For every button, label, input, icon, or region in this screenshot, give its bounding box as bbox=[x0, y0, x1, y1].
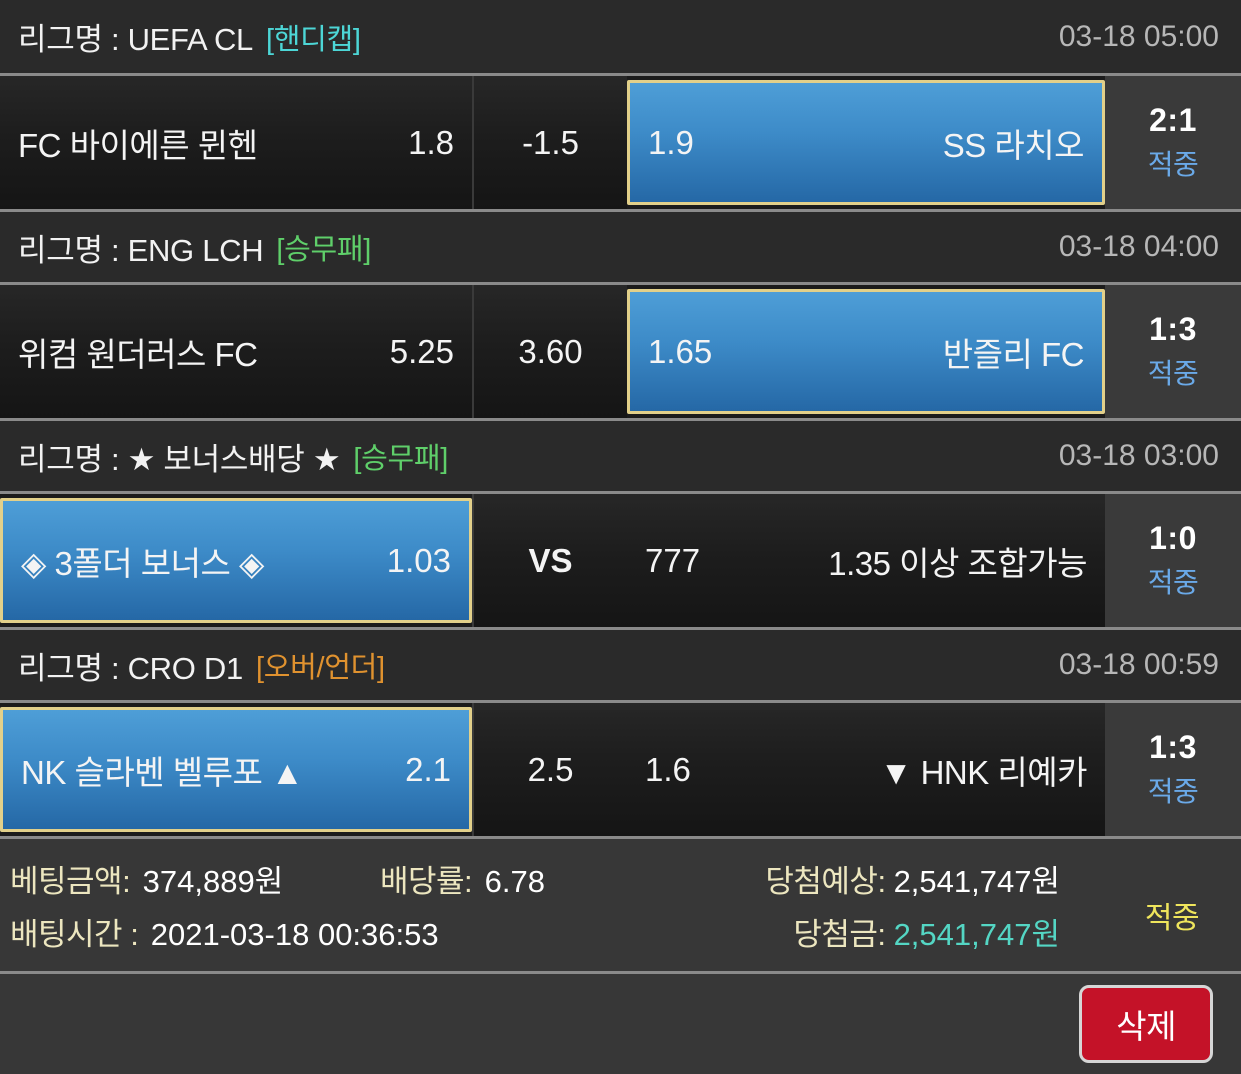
away-team-name: 1.35 이상 조합가능 bbox=[828, 544, 1087, 582]
middle-selection[interactable]: VS bbox=[472, 494, 627, 627]
overall-status: 적중 bbox=[1144, 902, 1200, 935]
home-odds: 2.1 bbox=[405, 750, 451, 788]
bet-summary: 베팅금액: 374,889원 배당률: 6.78 당첨예상: 2,541,747… bbox=[0, 836, 1241, 971]
overall-status-wrap: 적중 bbox=[1103, 839, 1241, 971]
result-status: 적중 bbox=[1147, 567, 1199, 598]
home-selection[interactable]: 위컴 원더러스 FC 5.25 bbox=[0, 285, 472, 418]
league-header: 리그명 : ENG LCH [승무패] 03-18 04:00 bbox=[0, 209, 1241, 285]
league-name: 리그명 : ★ 보너스배당 ★ bbox=[18, 441, 341, 477]
away-odds: 1.65 bbox=[648, 332, 713, 370]
league-header: 리그명 : ★ 보너스배당 ★ [승무패] 03-18 03:00 bbox=[0, 418, 1241, 494]
result-status: 적중 bbox=[1147, 776, 1199, 807]
bet-type-tag: [승무패] bbox=[353, 443, 448, 475]
bet-type-tag: [승무패] bbox=[276, 234, 371, 266]
expected-payout-label: 당첨예상: bbox=[765, 864, 886, 899]
match-row: NK 슬라벤 벨루포 ▲ 2.1 2.5 1.6 ▼ HNK 리예카 1:3 적… bbox=[0, 703, 1241, 836]
total-odds-label: 배당률: bbox=[380, 864, 473, 899]
total-odds-value: 6.78 bbox=[484, 864, 545, 899]
home-selection[interactable]: NK 슬라벤 벨루포 ▲ 2.1 bbox=[0, 707, 472, 832]
bonus-label: ◈ 3폴더 보너스 ◈ bbox=[21, 544, 264, 582]
stake-group: 베팅금액: 374,889원 bbox=[10, 856, 380, 901]
match-result: 1:0 적중 bbox=[1105, 494, 1241, 627]
match-row: ◈ 3폴더 보너스 ◈ 1.03 VS 777 1.35 이상 조합가능 1:0… bbox=[0, 494, 1241, 627]
payout-group: 당첨금: 2,541,747원 bbox=[630, 909, 1060, 954]
middle-selection[interactable]: 2.5 bbox=[472, 703, 627, 836]
stake-value: 374,889원 bbox=[142, 864, 284, 899]
match-result: 1:3 적중 bbox=[1105, 703, 1241, 836]
draw-odds: 3.60 bbox=[518, 332, 583, 370]
bet-time-value: 2021-03-18 00:36:53 bbox=[150, 917, 439, 952]
home-odds: 1.03 bbox=[386, 541, 451, 579]
bet-time-group: 배팅시간 : 2021-03-18 00:36:53 bbox=[10, 909, 439, 954]
result-status: 적중 bbox=[1147, 358, 1199, 389]
away-odds: 1.6 bbox=[645, 750, 691, 788]
kickoff-time: 03-18 05:00 bbox=[1058, 19, 1219, 53]
delete-button[interactable]: 삭제 bbox=[1079, 985, 1213, 1063]
expected-payout-group: 당첨예상: 2,541,747원 bbox=[630, 856, 1060, 901]
under-selection-label: ▼ HNK 리예카 bbox=[879, 753, 1088, 791]
middle-selection[interactable]: 3.60 bbox=[472, 285, 627, 418]
away-selection[interactable]: 1.6 ▼ HNK 리예카 bbox=[627, 703, 1105, 836]
league-name: 리그명 : UEFA CL bbox=[18, 22, 253, 57]
summary-lines: 베팅금액: 374,889원 배당률: 6.78 당첨예상: 2,541,747… bbox=[0, 839, 1103, 971]
vs-label: VS bbox=[528, 541, 573, 579]
result-status: 적중 bbox=[1147, 149, 1199, 180]
home-team-name: 위컴 원더러스 FC bbox=[18, 335, 258, 373]
match-row: 위컴 원더러스 FC 5.25 3.60 1.65 반즐리 FC 1:3 적중 bbox=[0, 285, 1241, 418]
league-name: 리그명 : ENG LCH bbox=[18, 232, 264, 268]
expected-payout-value: 2,541,747원 bbox=[893, 864, 1060, 899]
final-score: 1:3 bbox=[1149, 311, 1197, 347]
summary-row-top: 베팅금액: 374,889원 배당률: 6.78 당첨예상: 2,541,747… bbox=[10, 856, 1103, 901]
bet-type-tag: [오버/언더] bbox=[255, 652, 385, 684]
home-team-name: FC 바이에른 뮌헨 bbox=[18, 126, 258, 164]
kickoff-time: 03-18 04:00 bbox=[1058, 230, 1219, 263]
slip-footer: 삭제 bbox=[0, 971, 1241, 1074]
home-selection[interactable]: ◈ 3폴더 보너스 ◈ 1.03 bbox=[0, 498, 472, 623]
handicap-value: -1.5 bbox=[522, 123, 579, 161]
match-result: 2:1 적중 bbox=[1105, 76, 1241, 209]
home-odds: 5.25 bbox=[389, 332, 454, 370]
line-value: 2.5 bbox=[527, 750, 574, 788]
stake-label: 베팅금액: bbox=[10, 864, 131, 899]
total-odds-group: 배당률: 6.78 bbox=[380, 856, 630, 901]
final-score: 2:1 bbox=[1149, 102, 1197, 138]
match-result: 1:3 적중 bbox=[1105, 285, 1241, 418]
away-odds: 777 bbox=[645, 541, 701, 579]
away-selection[interactable]: 777 1.35 이상 조합가능 bbox=[627, 494, 1105, 627]
away-odds: 1.9 bbox=[648, 123, 694, 161]
over-selection-label: NK 슬라벤 벨루포 ▲ bbox=[21, 753, 304, 791]
home-odds: 1.8 bbox=[408, 123, 454, 161]
home-selection[interactable]: FC 바이에른 뮌헨 1.8 bbox=[0, 76, 472, 209]
bet-type-tag: [핸디캡] bbox=[266, 23, 361, 56]
away-selection[interactable]: 1.9 SS 라치오 bbox=[627, 80, 1105, 205]
summary-row-bottom: 배팅시간 : 2021-03-18 00:36:53 당첨금: 2,541,74… bbox=[10, 909, 1103, 954]
away-selection[interactable]: 1.65 반즐리 FC bbox=[627, 289, 1105, 414]
away-team-name: 반즐리 FC bbox=[942, 335, 1085, 373]
bet-time-label: 배팅시간 : bbox=[10, 917, 139, 952]
payout-label: 당첨금: bbox=[793, 917, 886, 952]
away-team-name: SS 라치오 bbox=[942, 126, 1085, 164]
final-score: 1:0 bbox=[1149, 520, 1197, 556]
payout-value: 2,541,747원 bbox=[893, 917, 1060, 952]
match-row: FC 바이에른 뮌헨 1.8 -1.5 1.9 SS 라치오 2:1 적중 bbox=[0, 76, 1241, 209]
league-header: 리그명 : UEFA CL [핸디캡] 03-18 05:00 bbox=[0, 0, 1241, 76]
final-score: 1:3 bbox=[1149, 729, 1197, 765]
kickoff-time: 03-18 03:00 bbox=[1058, 439, 1219, 472]
league-header: 리그명 : CRO D1 [오버/언더] 03-18 00:59 bbox=[0, 627, 1241, 703]
middle-selection[interactable]: -1.5 bbox=[472, 76, 627, 209]
kickoff-time: 03-18 00:59 bbox=[1058, 648, 1219, 681]
league-name: 리그명 : CRO D1 bbox=[18, 650, 243, 686]
